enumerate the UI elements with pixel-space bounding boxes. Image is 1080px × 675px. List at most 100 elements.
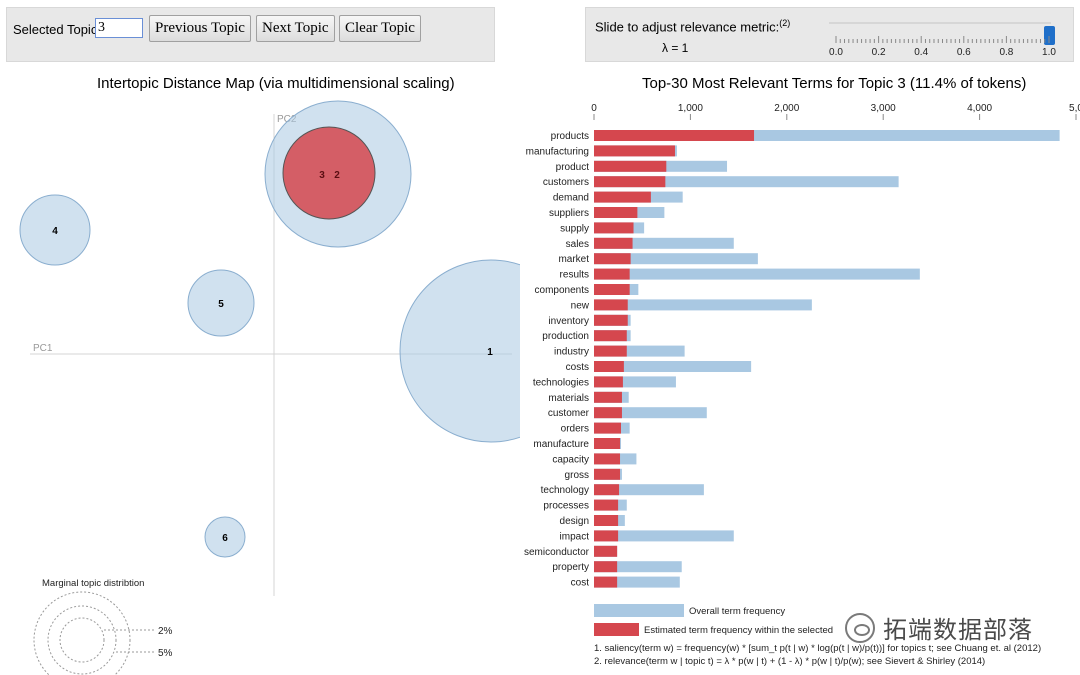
term-label[interactable]: gross: [565, 470, 589, 481]
term-label[interactable]: technology: [541, 485, 589, 496]
term-label[interactable]: supply: [560, 223, 589, 234]
topic-frequency-bar[interactable]: [594, 576, 618, 588]
term-label[interactable]: customers: [543, 177, 589, 188]
wechat-icon: [845, 612, 875, 643]
relevance-slider-handle[interactable]: [1044, 26, 1055, 45]
topic-frequency-bar[interactable]: [594, 176, 666, 188]
term-label[interactable]: orders: [561, 424, 589, 435]
overall-frequency-bar[interactable]: [594, 530, 734, 542]
topic-frequency-bar[interactable]: [594, 422, 621, 434]
topic-frequency-bar[interactable]: [594, 361, 624, 372]
term-label[interactable]: processes: [543, 501, 589, 512]
topic-frequency-bar[interactable]: [594, 191, 651, 203]
term-label[interactable]: suppliers: [549, 208, 589, 219]
legend-estimated-swatch: [594, 623, 639, 636]
topic-frequency-bar[interactable]: [594, 145, 675, 157]
topic-circle-4[interactable]: [19, 194, 91, 266]
topic-frequency-bar[interactable]: [594, 222, 634, 234]
term-label[interactable]: manufacturing: [526, 146, 589, 157]
overall-frequency-bar[interactable]: [594, 268, 920, 280]
footnote-relevance: 2. relevance(term w | topic t) = λ * p(w…: [594, 656, 986, 667]
selected-topic-input[interactable]: [95, 18, 143, 38]
overall-frequency-bar[interactable]: [594, 130, 1060, 141]
overall-frequency-bar[interactable]: [594, 407, 707, 419]
topic-frequency-bar[interactable]: [594, 237, 633, 249]
topic-frequency-bar[interactable]: [594, 484, 620, 496]
overall-frequency-bar[interactable]: [594, 484, 704, 496]
topic-frequency-bar[interactable]: [594, 299, 628, 311]
topic-frequency-bar[interactable]: [594, 160, 667, 172]
topic-label-2: 2: [334, 170, 340, 181]
term-label[interactable]: impact: [560, 531, 590, 542]
topic-frequency-bar[interactable]: [594, 207, 638, 218]
previous-topic-button[interactable]: Previous Topic: [149, 15, 251, 42]
x-tick-label: 1,000: [678, 103, 703, 114]
term-label[interactable]: demand: [553, 193, 589, 204]
intertopic-map-title: Intertopic Distance Map (via multidimens…: [97, 75, 455, 92]
intertopic-distance-map: PC2 PC1 3 2 4 5 1 6: [19, 100, 520, 596]
term-label[interactable]: results: [560, 270, 589, 281]
topic-frequency-bar[interactable]: [594, 253, 631, 265]
term-label[interactable]: components: [535, 285, 589, 296]
overall-frequency-bar[interactable]: [594, 237, 734, 249]
topic-frequency-bar[interactable]: [594, 284, 630, 295]
relevance-slider-track[interactable]: [829, 22, 1055, 45]
overall-frequency-bar[interactable]: [594, 345, 685, 357]
term-label[interactable]: design: [560, 516, 589, 527]
topic-circle-6[interactable]: [204, 516, 246, 558]
term-label[interactable]: inventory: [548, 316, 589, 327]
topic-frequency-bar[interactable]: [594, 561, 618, 573]
topic-label-3: 3: [319, 170, 325, 181]
topic-frequency-bar[interactable]: [594, 345, 627, 357]
term-label[interactable]: costs: [566, 362, 589, 373]
next-topic-button[interactable]: Next Topic: [256, 15, 335, 42]
topic-frequency-bar[interactable]: [594, 330, 627, 342]
topic-frequency-bar[interactable]: [594, 545, 618, 557]
term-label[interactable]: new: [571, 300, 590, 311]
overall-frequency-bar[interactable]: [594, 253, 758, 265]
overall-frequency-bar[interactable]: [594, 176, 899, 188]
topic-frequency-bar[interactable]: [594, 515, 619, 526]
topic-circle-1[interactable]: [399, 259, 520, 443]
term-label[interactable]: product: [556, 162, 590, 173]
term-label[interactable]: materials: [548, 393, 589, 404]
term-label[interactable]: products: [551, 131, 589, 142]
marginal-circle-medium: [47, 605, 117, 675]
overall-frequency-bar[interactable]: [594, 576, 680, 588]
topic-frequency-bar[interactable]: [594, 130, 755, 141]
term-label[interactable]: semiconductor: [524, 547, 590, 558]
topic-frequency-bar[interactable]: [594, 468, 621, 480]
topic-toolbar: Selected Topic: Previous Topic Next Topi…: [6, 7, 495, 62]
relevance-slider-panel: Slide to adjust relevance metric:(2) λ =…: [585, 7, 1074, 62]
clear-topic-button[interactable]: Clear Topic: [339, 15, 421, 42]
term-label[interactable]: industry: [554, 347, 589, 358]
topic-circle-5[interactable]: [187, 269, 255, 337]
term-label[interactable]: capacity: [552, 454, 589, 465]
term-label[interactable]: customer: [548, 408, 590, 419]
term-label[interactable]: property: [552, 562, 589, 573]
overall-frequency-bar[interactable]: [594, 561, 682, 573]
overall-frequency-bar[interactable]: [594, 299, 812, 311]
term-label[interactable]: technologies: [533, 377, 589, 388]
topic-label-6: 6: [222, 533, 228, 544]
topic-frequency-bar[interactable]: [594, 268, 630, 280]
marginal-legend-title: Marginal topic distribtion: [42, 578, 144, 589]
topic-frequency-bar[interactable]: [594, 391, 622, 403]
overall-frequency-bar[interactable]: [594, 361, 752, 372]
topic-label-4: 4: [52, 226, 58, 237]
topic-frequency-bar[interactable]: [594, 407, 622, 419]
term-label[interactable]: cost: [571, 578, 590, 589]
topic-frequency-bar[interactable]: [594, 376, 623, 388]
term-label[interactable]: market: [558, 254, 589, 265]
topic-frequency-bar[interactable]: [594, 499, 619, 511]
topic-frequency-bar[interactable]: [594, 314, 628, 326]
topic-circle-3[interactable]: [282, 126, 376, 220]
term-label[interactable]: production: [542, 331, 589, 342]
topic-frequency-bar[interactable]: [594, 438, 621, 449]
legend-overall-swatch: [594, 604, 684, 617]
topic-frequency-bar[interactable]: [594, 530, 619, 542]
term-label[interactable]: manufacture: [533, 439, 589, 450]
overall-frequency-bar[interactable]: [594, 376, 676, 388]
term-label[interactable]: sales: [566, 239, 589, 250]
topic-frequency-bar[interactable]: [594, 453, 621, 465]
